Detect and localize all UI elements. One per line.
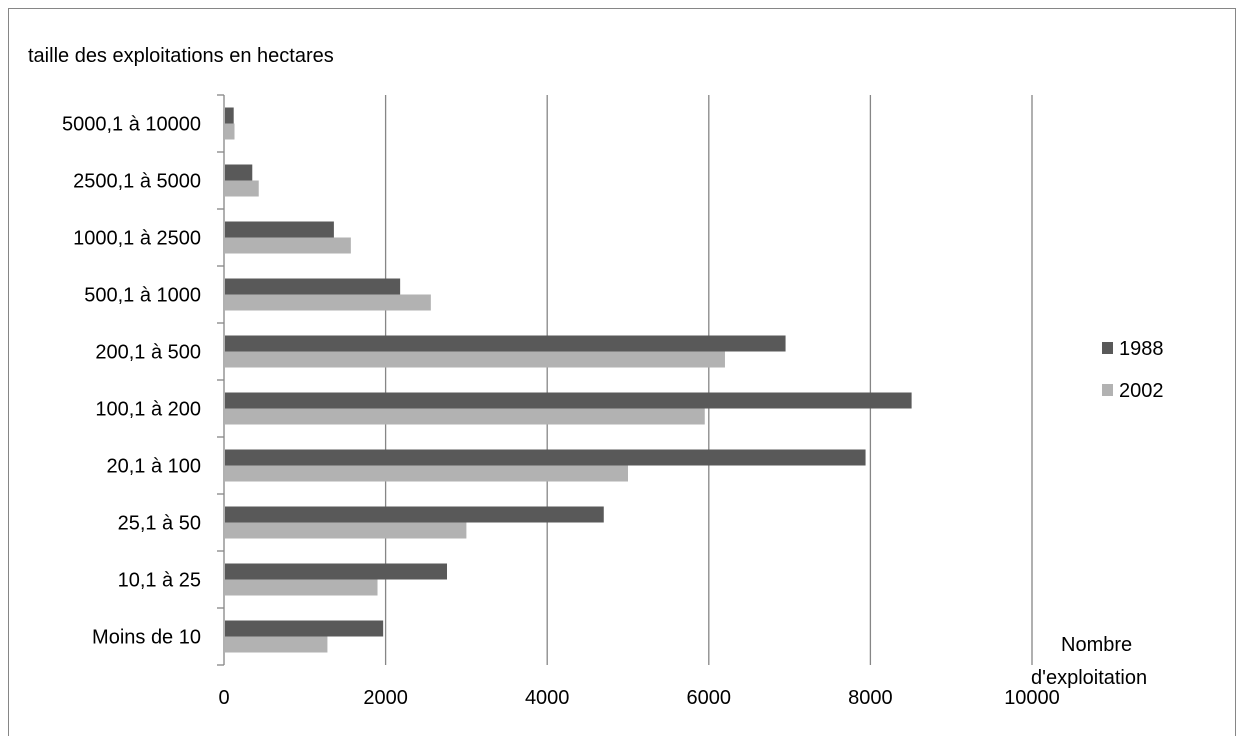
x-axis-title-line2: d'exploitation bbox=[1031, 667, 1147, 689]
x-tick-label-0: 0 bbox=[218, 687, 229, 709]
gridlines bbox=[384, 95, 1033, 665]
legend-swatch-2002 bbox=[1102, 384, 1113, 396]
legend-label-2002: 2002 bbox=[1119, 380, 1164, 402]
y-tick-label: 500,1 à 1000 bbox=[84, 285, 201, 307]
bar-2002-1 bbox=[225, 579, 378, 596]
y-tick-label: 1000,1 à 2500 bbox=[73, 228, 201, 250]
bar-2002-8 bbox=[225, 180, 259, 197]
bar-2002-4 bbox=[225, 408, 705, 425]
bar-1988-0 bbox=[225, 620, 384, 637]
y-axis-title: taille des exploitations en hectares bbox=[28, 45, 334, 67]
legend-label-1988: 1988 bbox=[1119, 338, 1164, 360]
bar-1988-9 bbox=[225, 107, 234, 124]
bar-2002-3 bbox=[225, 465, 628, 482]
x-tick-label-2000: 2000 bbox=[363, 687, 408, 709]
chart-frame bbox=[8, 8, 1236, 736]
y-tick-label: 25,1 à 50 bbox=[118, 513, 201, 535]
bars bbox=[225, 107, 912, 653]
x-tick-label-10000: 10000 bbox=[1004, 687, 1060, 709]
y-tick-label: 2500,1 à 5000 bbox=[73, 171, 201, 193]
bar-2002-2 bbox=[225, 522, 467, 539]
bar-2002-6 bbox=[225, 294, 431, 311]
y-tick-label: 20,1 à 100 bbox=[106, 456, 201, 478]
bar-2002-9 bbox=[225, 123, 235, 140]
bar-1988-3 bbox=[225, 449, 866, 466]
bar-2002-7 bbox=[225, 237, 351, 254]
bar-1988-8 bbox=[225, 164, 253, 181]
x-tick-label-4000: 4000 bbox=[525, 687, 570, 709]
bar-2002-5 bbox=[225, 351, 725, 368]
legend: 1988 2002 bbox=[1102, 338, 1164, 402]
y-tick-label: Moins de 10 bbox=[92, 627, 201, 649]
bar-1988-5 bbox=[225, 335, 786, 352]
bar-1988-2 bbox=[225, 506, 604, 523]
axes: 0 2000 4000 6000 8000 10000 Moins de 10 10,1 à … bbox=[62, 94, 1060, 709]
y-tick-label: 200,1 à 500 bbox=[95, 342, 201, 364]
x-tick-label-8000: 8000 bbox=[848, 687, 893, 709]
bar-1988-1 bbox=[225, 563, 448, 580]
y-tick-label: 5000,1 à 10000 bbox=[62, 114, 201, 136]
x-axis-title-line1: Nombre bbox=[1061, 634, 1132, 656]
legend-swatch-1988 bbox=[1102, 342, 1113, 354]
bar-1988-4 bbox=[225, 392, 912, 409]
x-tick-label-6000: 6000 bbox=[687, 687, 732, 709]
bar-1988-6 bbox=[225, 278, 401, 295]
bar-2002-0 bbox=[225, 636, 328, 653]
bar-1988-7 bbox=[225, 221, 334, 238]
y-tick-label: 10,1 à 25 bbox=[118, 570, 201, 592]
y-tick-label: 100,1 à 200 bbox=[95, 399, 201, 421]
